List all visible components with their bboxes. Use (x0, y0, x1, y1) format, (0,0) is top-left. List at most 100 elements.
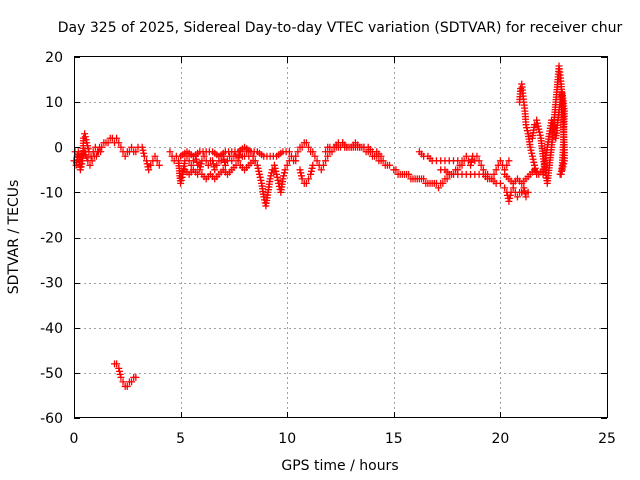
y-tick-label: -40 (40, 321, 63, 337)
data-point (76, 166, 84, 174)
y-axis-label: SDTVAR / TECUs (6, 180, 22, 295)
data-point (104, 139, 112, 147)
y-tick-label: 10 (45, 95, 63, 111)
data-point (123, 382, 131, 390)
data-point (548, 116, 556, 124)
data-point (113, 134, 121, 142)
data-point (305, 143, 313, 151)
data-point (506, 191, 514, 199)
data-point (405, 170, 413, 178)
data-point (145, 166, 153, 174)
data-point (151, 152, 159, 160)
data-point (211, 166, 219, 174)
data-point (535, 128, 543, 136)
data-point (328, 148, 336, 156)
data-point (71, 148, 79, 156)
data-point (266, 175, 274, 183)
data-point (271, 164, 279, 172)
data-point (81, 148, 89, 156)
data-point (82, 136, 90, 144)
data-point (490, 170, 498, 178)
data-point (280, 172, 288, 180)
y-tick-label: -10 (40, 185, 63, 201)
data-point (253, 161, 261, 169)
data-point (319, 161, 327, 169)
data-point (522, 121, 530, 129)
data-point (209, 157, 217, 165)
data-point (522, 193, 530, 201)
data-point (177, 176, 185, 184)
data-point (273, 170, 281, 178)
data-point (97, 148, 105, 156)
data-point (322, 157, 330, 165)
data-point (153, 157, 161, 165)
data-point (187, 161, 195, 169)
data-point (204, 161, 212, 169)
data-point (115, 367, 123, 375)
y-tick-label: -50 (40, 366, 63, 382)
x-tick-label: 20 (491, 431, 509, 447)
y-tick-label: -60 (40, 411, 63, 427)
y-tick-label: 0 (54, 140, 63, 156)
data-point (270, 161, 278, 169)
data-point (119, 378, 127, 386)
data-point (534, 122, 542, 130)
data-point (307, 170, 315, 178)
data-point (117, 143, 125, 151)
x-tick-label: 10 (278, 431, 296, 447)
data-point (281, 166, 289, 174)
data-point (260, 193, 268, 201)
data-point (523, 124, 531, 132)
data-point (458, 157, 466, 165)
data-point (530, 158, 538, 166)
data-point (143, 160, 151, 168)
data-point (142, 157, 150, 165)
data-point (84, 145, 92, 153)
data-point (82, 151, 90, 159)
data-point (196, 166, 204, 174)
data-point (550, 125, 558, 133)
data-point (311, 152, 319, 160)
data-point (274, 176, 282, 184)
data-point (280, 169, 288, 177)
data-point (313, 157, 321, 165)
data-point (533, 116, 541, 124)
data-point (115, 139, 123, 147)
data-point (302, 139, 310, 147)
data-point (324, 152, 332, 160)
data-point (532, 167, 540, 175)
x-tick-label: 25 (598, 431, 616, 447)
data-point (505, 157, 513, 165)
data-point (81, 133, 89, 141)
data-point (115, 364, 123, 372)
data-point (420, 175, 428, 183)
data-point (249, 157, 257, 165)
data-point (296, 166, 304, 174)
data-point (279, 175, 287, 183)
data-point (285, 148, 293, 156)
data-point (294, 148, 302, 156)
data-point (292, 152, 300, 160)
series-SDTVAR (70, 62, 568, 390)
data-point (435, 184, 443, 192)
data-point (527, 146, 535, 154)
data-point (531, 161, 539, 169)
data-point (132, 148, 140, 156)
data-point (193, 158, 201, 166)
data-point (140, 152, 148, 160)
data-point (177, 179, 185, 187)
data-point (467, 161, 475, 169)
data-point (254, 164, 262, 172)
plot-frame (74, 56, 608, 418)
data-point (83, 139, 91, 147)
data-point (462, 152, 470, 160)
data-point (298, 175, 306, 183)
data-point (178, 173, 186, 181)
data-point (379, 157, 387, 165)
y-tick-label: -20 (40, 231, 63, 247)
data-point (392, 166, 400, 174)
data-point (257, 176, 265, 184)
x-tick-label: 0 (70, 431, 79, 447)
data-point (267, 172, 275, 180)
data-point (297, 169, 305, 177)
